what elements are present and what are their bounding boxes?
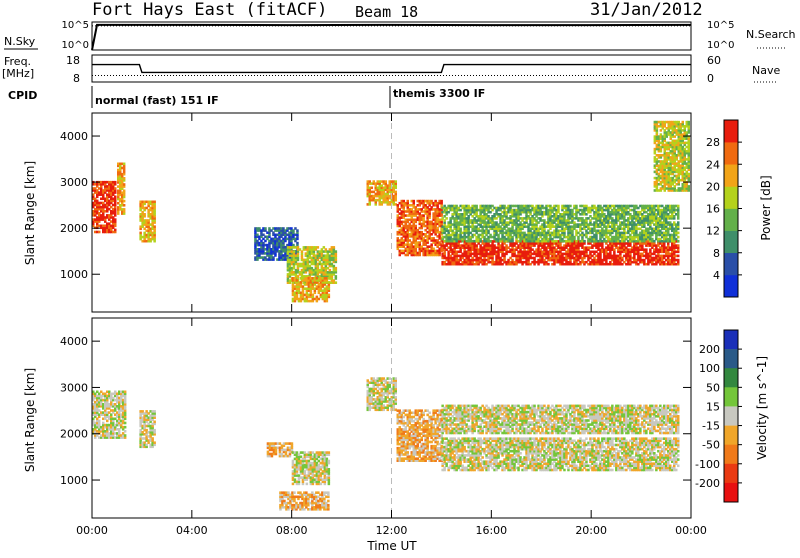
cpid-mode-1: normal (fast) 151 IF bbox=[95, 94, 219, 107]
heat-cell-1-8 bbox=[645, 248, 648, 251]
heat-cell-1-4 bbox=[335, 267, 338, 270]
freq-strip-frame bbox=[92, 55, 691, 82]
heat-cell-1-9 bbox=[555, 240, 558, 243]
heat-cell-1-8 bbox=[677, 244, 680, 247]
power-panel bbox=[92, 113, 690, 312]
heat-cell-1-0 bbox=[114, 218, 117, 221]
heat-cell-1-2 bbox=[143, 213, 146, 216]
noise-strip-frame bbox=[92, 22, 691, 50]
noise-right-tick-top: 10^5 bbox=[707, 20, 734, 31]
heat-cell-1-9 bbox=[475, 205, 478, 208]
heat-cell-1-0 bbox=[114, 181, 117, 184]
heat-cell-1-6 bbox=[395, 180, 398, 183]
freq-left-tick-bottom: 8 bbox=[73, 72, 80, 85]
noise-left-tick-top: 10^5 bbox=[62, 20, 89, 31]
beam-title: Beam 18 bbox=[355, 3, 418, 21]
freq-right-tick-top: 60 bbox=[707, 54, 721, 67]
heat-cell-1-4 bbox=[335, 281, 338, 284]
heat-cell-1-0 bbox=[98, 231, 101, 234]
freq-left-label-2: [MHz] bbox=[2, 67, 34, 80]
freq-left-tick-top: 18 bbox=[66, 54, 80, 67]
heat-cell-1-0 bbox=[114, 196, 117, 199]
noise-right-tick-bottom: 10^0 bbox=[707, 40, 734, 51]
heat-cell-1-9 bbox=[583, 240, 586, 243]
heat-cell-1-9 bbox=[557, 205, 560, 208]
heat-cell-1-0 bbox=[114, 187, 117, 190]
heat-cell-1-9 bbox=[677, 221, 680, 224]
heat-cell-1-7 bbox=[415, 225, 418, 228]
heat-cell-1-6 bbox=[371, 187, 374, 190]
heat-cell-1-9 bbox=[677, 240, 680, 243]
heat-cell-1-5 bbox=[328, 277, 331, 280]
heat-cell-1-0 bbox=[114, 229, 117, 232]
heat-cell-1-6 bbox=[395, 191, 398, 194]
heat-cell-1-4 bbox=[335, 250, 338, 253]
heat-cell-1-8 bbox=[677, 259, 680, 262]
noise-line-0 bbox=[92, 25, 691, 50]
date-title: 31/Jan/2012 bbox=[590, 0, 703, 20]
noise-left-label: N.Sky bbox=[4, 35, 36, 48]
heat-cell-1-4 bbox=[293, 250, 296, 253]
heat-cell-1-2 bbox=[139, 232, 142, 235]
heat-cell-1-9 bbox=[489, 240, 492, 243]
heat-cell-1-9 bbox=[575, 205, 578, 208]
heat-cell-1-5 bbox=[328, 294, 331, 297]
heat-cell-1-1 bbox=[123, 183, 126, 186]
heat-cell-1-9 bbox=[677, 205, 680, 208]
noise-left-tick-bottom: 10^0 bbox=[62, 40, 89, 51]
freq-right-tick-bottom: 0 bbox=[707, 72, 714, 85]
heat-cell-1-4 bbox=[333, 246, 336, 249]
heat-cell-1-5 bbox=[296, 279, 299, 282]
cpid-label: CPID bbox=[8, 89, 37, 102]
heat-cell-1-3 bbox=[296, 229, 299, 232]
station-title: Fort Hays East (fitACF) bbox=[92, 0, 327, 20]
heat-cell-1-2 bbox=[153, 225, 156, 228]
heat-cell-1-7 bbox=[440, 200, 443, 203]
heat-cell-1-1 bbox=[123, 177, 126, 180]
heat-cell-1-9 bbox=[677, 232, 680, 235]
noise-right-label: N.Search bbox=[746, 28, 796, 41]
heat-cell-1-9 bbox=[569, 205, 572, 208]
heat-cell-1-9 bbox=[445, 217, 448, 220]
heat-cell-1-3 bbox=[296, 242, 299, 245]
heat-cell-1-7 bbox=[413, 200, 416, 203]
heat-cell-1-9 bbox=[677, 236, 680, 239]
heat-cell-1-9 bbox=[459, 228, 462, 231]
heat-cell-1-1 bbox=[123, 200, 126, 203]
heat-cell-1-1 bbox=[123, 190, 126, 193]
heat-cell-1-1 bbox=[123, 163, 126, 166]
noise-series bbox=[92, 25, 691, 50]
heat-cell-1-6 bbox=[385, 180, 388, 183]
heat-cell-1-3 bbox=[264, 227, 267, 230]
heat-cell-1-1 bbox=[123, 204, 126, 207]
freq-line-0 bbox=[92, 65, 691, 73]
heat-cell-1-2 bbox=[153, 201, 156, 204]
freq-right-label: Nave bbox=[752, 64, 780, 77]
freq-series bbox=[92, 65, 691, 76]
heat-cell-1-4 bbox=[317, 246, 320, 249]
heat-cell-1-1 bbox=[123, 208, 126, 211]
heat-cell-1-7 bbox=[407, 200, 410, 203]
heat-cell-1-4 bbox=[335, 275, 338, 278]
cpid-mode-2: themis 3300 IF bbox=[393, 87, 485, 100]
heat-cell-1-8 bbox=[547, 263, 550, 266]
heat-cell-1-5 bbox=[328, 281, 331, 284]
heat-cell-1-8 bbox=[677, 255, 680, 258]
